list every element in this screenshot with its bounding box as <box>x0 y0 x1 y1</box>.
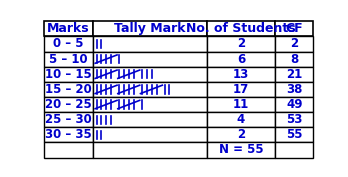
Bar <box>44 97 93 112</box>
Text: 10 – 15: 10 – 15 <box>45 68 92 81</box>
Bar <box>207 142 276 158</box>
Bar <box>93 142 207 158</box>
Bar <box>276 52 313 67</box>
Bar <box>93 36 207 52</box>
Bar <box>93 127 207 142</box>
Text: N = 55: N = 55 <box>219 143 263 156</box>
Bar <box>93 21 207 36</box>
Text: 55: 55 <box>286 128 302 141</box>
Bar <box>207 21 276 36</box>
Text: 11: 11 <box>233 98 249 111</box>
Text: 49: 49 <box>286 98 302 111</box>
Text: 0 – 5: 0 – 5 <box>53 38 84 50</box>
Bar <box>93 67 207 82</box>
Text: 25 – 30: 25 – 30 <box>45 113 92 126</box>
Bar <box>276 97 313 112</box>
Text: 8: 8 <box>290 53 299 66</box>
Bar <box>207 82 276 97</box>
Bar <box>276 36 313 52</box>
Bar <box>207 67 276 82</box>
Text: Marks: Marks <box>47 22 90 35</box>
Bar <box>93 52 207 67</box>
Bar <box>44 21 93 36</box>
Bar <box>207 112 276 127</box>
Bar <box>93 97 207 112</box>
Bar <box>44 82 93 97</box>
Bar <box>44 112 93 127</box>
Text: 2: 2 <box>237 38 245 50</box>
Bar <box>276 67 313 82</box>
Bar <box>276 127 313 142</box>
Text: 30 – 35: 30 – 35 <box>45 128 92 141</box>
Bar <box>207 52 276 67</box>
Text: 15 – 20: 15 – 20 <box>45 83 92 96</box>
Text: 2: 2 <box>237 128 245 141</box>
Bar <box>93 82 207 97</box>
Bar <box>44 36 93 52</box>
Text: 17: 17 <box>233 83 249 96</box>
Bar <box>276 82 313 97</box>
Text: 5 – 10: 5 – 10 <box>49 53 88 66</box>
Bar <box>44 142 93 158</box>
Bar <box>207 36 276 52</box>
Text: 38: 38 <box>286 83 302 96</box>
Text: CF: CF <box>285 22 303 35</box>
Bar <box>44 67 93 82</box>
Text: 13: 13 <box>233 68 249 81</box>
Bar <box>93 112 207 127</box>
Bar <box>207 97 276 112</box>
Bar <box>276 142 313 158</box>
Text: 53: 53 <box>286 113 302 126</box>
Text: 21: 21 <box>286 68 302 81</box>
Text: 6: 6 <box>237 53 245 66</box>
Bar <box>44 127 93 142</box>
Text: Tally Mark: Tally Mark <box>114 22 186 35</box>
Text: 4: 4 <box>237 113 245 126</box>
Bar <box>207 127 276 142</box>
Text: 2: 2 <box>290 38 298 50</box>
Bar <box>276 112 313 127</box>
Bar <box>44 52 93 67</box>
Text: 20 – 25: 20 – 25 <box>45 98 92 111</box>
Text: No. of Students: No. of Students <box>186 22 296 35</box>
Bar <box>276 21 313 36</box>
